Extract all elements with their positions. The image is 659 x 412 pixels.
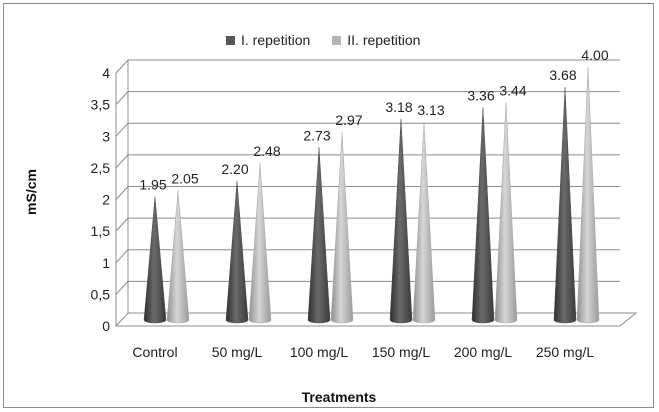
data-label-series-1-2: 2.73 — [303, 127, 330, 143]
y-tick-label: 2 — [102, 192, 110, 208]
y-tick-label: 3,5 — [91, 97, 111, 113]
legend: I. repetition II. repetition — [226, 32, 420, 48]
cone-series-1-3 — [389, 118, 413, 324]
cone-series-2-1 — [248, 163, 272, 324]
cone-series-1-5 — [553, 87, 577, 324]
gridline-diagonal — [115, 186, 129, 200]
y-axis-title: mS/cm — [23, 169, 39, 215]
x-tick-label: 250 mg/L — [536, 344, 595, 360]
x-axis-title: Treatments — [302, 389, 377, 405]
gridline-diagonal — [115, 217, 129, 232]
y-tick-label: 0 — [102, 318, 110, 334]
data-label-series-1-4: 3.36 — [467, 87, 494, 103]
legend-label-series-1: I. repetition — [241, 32, 311, 48]
x-tick-label: 100 mg/L — [290, 344, 349, 360]
gridline-diagonal — [115, 281, 129, 295]
cone-series-1-4 — [471, 107, 495, 324]
y-tick-label: 1 — [102, 255, 110, 271]
data-label-series-1-5: 3.68 — [549, 67, 576, 83]
gridline-diagonal — [115, 91, 129, 105]
cone-series-2-4 — [494, 102, 518, 324]
y-tick-label: 4 — [102, 65, 110, 81]
data-label-series-2-4: 3.44 — [499, 82, 526, 98]
legend-item-series-2: II. repetition — [332, 32, 420, 48]
legend-label-series-2: II. repetition — [347, 32, 421, 48]
gridline-diagonal — [115, 249, 129, 264]
gridline-diagonal — [115, 122, 129, 137]
x-tick-label: Control — [132, 344, 177, 360]
chart-frame: I. repetition II. repetition — [3, 3, 654, 408]
legend-swatch-series-1 — [226, 35, 235, 45]
legend-item-series-1: I. repetition — [226, 32, 310, 48]
data-label-series-2-2: 2.97 — [335, 112, 362, 128]
legend-swatch-series-2 — [332, 35, 342, 45]
y-tick-label: 1,5 — [91, 223, 111, 239]
cone-series-2-5 — [576, 66, 600, 324]
x-tick-label: 50 mg/L — [212, 344, 263, 360]
cone-series-1-1 — [225, 180, 249, 324]
y-tick-label: 2,5 — [91, 160, 111, 176]
cone-series-2-3 — [412, 122, 436, 324]
x-tick-label: 200 mg/L — [454, 344, 513, 360]
gridline-diagonal — [115, 154, 129, 169]
data-label-series-1-0: 1.95 — [139, 177, 166, 193]
data-label-series-2-0: 2.05 — [171, 170, 198, 186]
cone-series-1-0 — [143, 196, 167, 324]
data-label-series-2-5: 4.00 — [581, 47, 608, 63]
y-tick-label: 3 — [102, 128, 110, 144]
cone-series-2-0 — [166, 190, 190, 324]
y-tick-label: 0,5 — [91, 286, 111, 302]
x-tick-label: 150 mg/L — [372, 344, 431, 360]
cone-series-2-2 — [330, 132, 354, 324]
data-label-series-2-3: 3.13 — [417, 102, 444, 118]
data-label-series-1-1: 2.20 — [221, 161, 248, 177]
data-label-series-1-3: 3.18 — [385, 99, 412, 115]
gridline-diagonal — [115, 59, 129, 74]
data-label-series-2-1: 2.48 — [253, 143, 280, 159]
cone-series-1-2 — [307, 147, 331, 324]
